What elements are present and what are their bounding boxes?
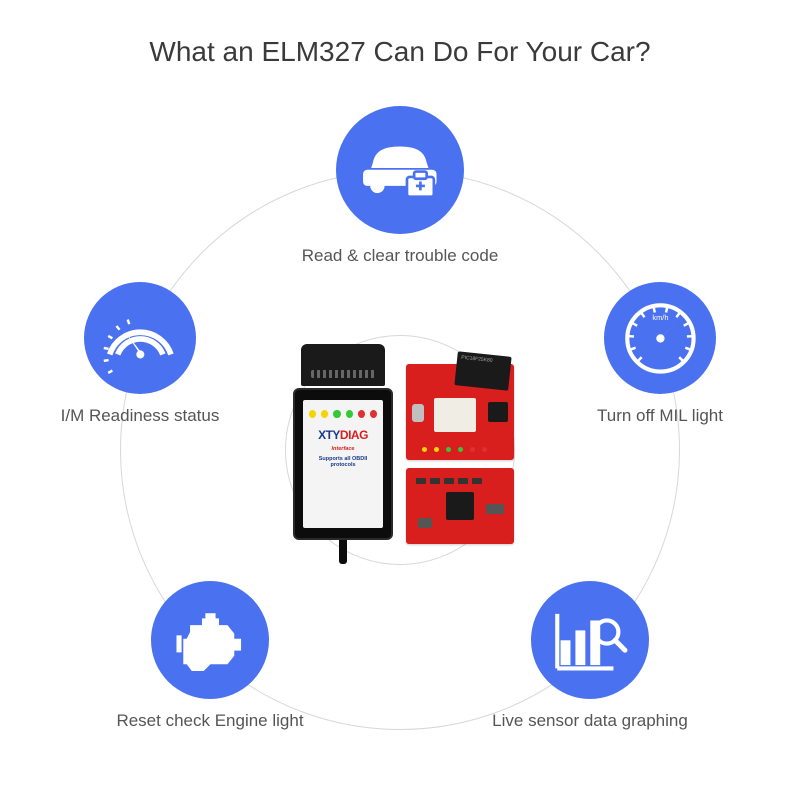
pcb-top: PIC18F25K80 [406,364,514,460]
obd-logo-text: XTYDIAG [309,428,377,442]
pcb-led [422,447,427,452]
pcb-smd [444,478,454,484]
gauge-icon [84,282,196,394]
feature-reset-engine: Reset check Engine light [100,581,320,731]
pcb-module [434,398,476,432]
obd-led [358,410,365,418]
obd-sub1: Interface [309,446,377,452]
feature-label: Turn off MIL light [597,406,723,426]
pcb-chip-main: PIC18F25K80 [454,351,511,390]
pcb-smd [416,478,426,484]
svg-text:km/h: km/h [652,313,668,322]
obd-led-row [309,410,377,418]
chart-magnify-icon [531,581,649,699]
pcb-led [470,447,475,452]
obd-cable [339,540,347,564]
obd-led [333,410,340,418]
pcb-smd [418,518,432,528]
pcb-ic [446,492,474,520]
obd-led [309,410,316,418]
obd-body: XTYDIAG Interface Supports all OBDII pro… [293,388,393,540]
pcb-led [434,447,439,452]
pcb-led [458,447,463,452]
pcb-led [482,447,487,452]
feature-label: I/M Readiness status [61,406,220,426]
page-title: What an ELM327 Can Do For Your Car? [0,36,800,68]
pcb-smd [458,478,468,484]
feature-trouble-code: Read & clear trouble code [290,106,510,266]
obd-led [321,410,328,418]
obd-device: XTYDIAG Interface Supports all OBDII pro… [290,344,396,562]
feature-sensor-graph: Live sensor data graphing [480,581,700,731]
pcb-smd [486,504,504,514]
feature-label: Live sensor data graphing [492,711,688,731]
obd-led [346,410,353,418]
feature-im-readiness: I/M Readiness status [30,282,250,426]
pcb-led [446,447,451,452]
feature-label: Read & clear trouble code [302,246,499,266]
obd-led [370,410,377,418]
engine-icon [151,581,269,699]
obd-connector [301,344,385,386]
speedometer-icon: km/h [604,282,716,394]
feature-mil-light: km/h Turn off MIL light [550,282,770,426]
pcb-ic [488,402,508,422]
feature-label: Reset check Engine light [116,711,303,731]
product-photo: XTYDIAG Interface Supports all OBDII pro… [282,344,522,564]
pcb-bottom [406,468,514,544]
pcb-crystal [412,404,424,422]
pcb-smd [472,478,482,484]
pcb-stack: PIC18F25K80 [406,364,514,544]
obd-sub2: Supports all OBDII protocols [309,456,377,468]
pcb-smd [430,478,440,484]
obd-sticker: XTYDIAG Interface Supports all OBDII pro… [303,400,383,528]
car-briefcase-icon [336,106,464,234]
